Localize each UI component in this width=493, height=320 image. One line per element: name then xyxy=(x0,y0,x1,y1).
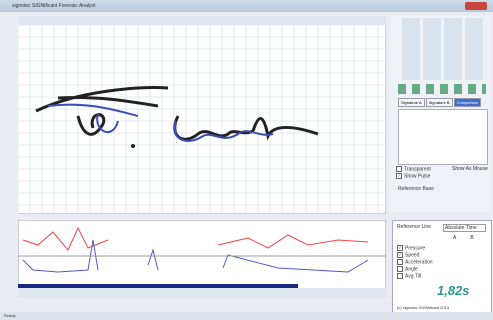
signature-canvas xyxy=(18,16,386,214)
time-ruler xyxy=(18,288,386,298)
dot xyxy=(131,144,135,148)
checkbox[interactable]: ✓ xyxy=(397,252,403,258)
reference-base: Reference Base xyxy=(398,186,434,192)
options: Transparent✓Show Pulse xyxy=(396,166,431,180)
channel-label: Angle xyxy=(405,266,418,272)
time-mode[interactable]: Absolute Time xyxy=(443,224,486,232)
app-window: signotec SIGNificant Forensic Analyst Si… xyxy=(0,0,493,320)
graph-area xyxy=(18,220,386,298)
ruler xyxy=(18,16,386,25)
window-title: signotec SIGNificant Forensic Analyst xyxy=(12,3,95,9)
channel[interactable]: ✓Pressure xyxy=(397,245,433,252)
tab[interactable]: Comparison xyxy=(454,98,482,107)
tab[interactable]: Signature B xyxy=(426,98,453,107)
checkbox[interactable] xyxy=(397,273,403,279)
channel[interactable]: ✓Speed xyxy=(397,252,433,259)
mouse-option[interactable]: Show As Mouse xyxy=(452,166,488,172)
toolbar[interactable] xyxy=(402,18,486,80)
channel[interactable]: Angle xyxy=(397,266,433,273)
status-text: Ready xyxy=(4,313,16,318)
copyright: (c) signotec SIGNificant 2013 xyxy=(397,305,449,310)
settings-box xyxy=(398,109,488,165)
channel[interactable]: Avg Tilt xyxy=(397,273,433,280)
checkbox[interactable] xyxy=(397,259,403,265)
option-label: Transparent xyxy=(404,166,431,172)
checkbox[interactable] xyxy=(396,166,402,172)
channel-label: Pressure xyxy=(405,245,425,251)
channel-label: Acceleration xyxy=(405,259,433,265)
duration: 1,82s xyxy=(437,283,470,298)
channel-label: Speed xyxy=(405,252,419,258)
checkbox[interactable] xyxy=(397,266,403,272)
option[interactable]: ✓Show Pulse xyxy=(396,173,431,180)
checkbox[interactable]: ✓ xyxy=(397,245,403,251)
canvas-bg xyxy=(18,16,386,214)
reference-line-label: Reference Line xyxy=(397,224,431,230)
option-label: Show Pulse xyxy=(404,173,430,179)
option[interactable]: Transparent xyxy=(396,166,431,173)
tool-row[interactable] xyxy=(398,84,486,94)
timeline xyxy=(18,284,298,288)
channel[interactable]: Acceleration xyxy=(397,259,433,266)
checkbox[interactable]: ✓ xyxy=(396,173,402,179)
close-button[interactable] xyxy=(465,2,487,10)
column-header: B xyxy=(470,235,473,241)
title-bar: signotec SIGNificant Forensic Analyst xyxy=(0,0,493,12)
channel-label: Avg Tilt xyxy=(405,273,421,279)
status-bar: Ready xyxy=(0,312,493,320)
tab[interactable]: Signature A xyxy=(398,98,425,107)
column-header: A xyxy=(453,235,456,241)
